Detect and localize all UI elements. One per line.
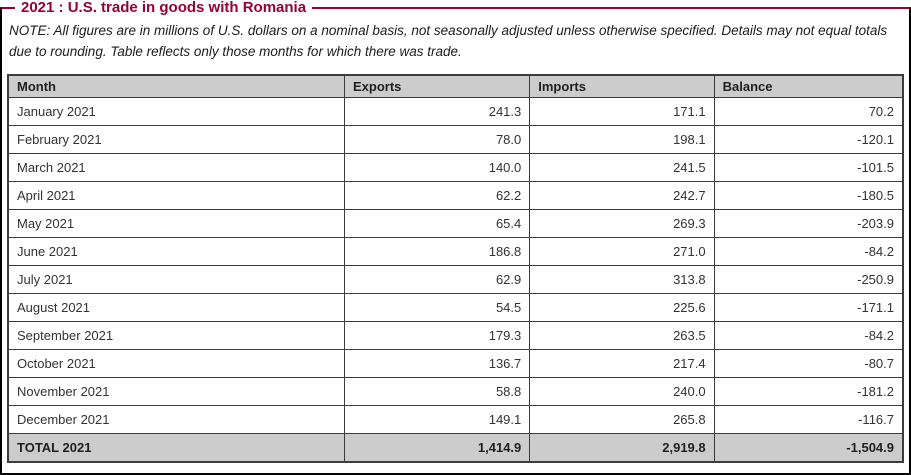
table-row: December 2021 149.1 265.8 -116.7 <box>7 405 904 435</box>
cell-exports-total: 1,414.9 <box>344 433 531 463</box>
cell-imports: 225.6 <box>529 293 715 323</box>
table-row: January 2021 241.3 171.1 70.2 <box>7 97 904 127</box>
cell-imports: 265.8 <box>529 405 715 435</box>
table-header: Month Exports Imports Balance <box>7 74 904 99</box>
header-row: Month Exports Imports Balance <box>7 74 904 99</box>
table-body: January 2021 241.3 171.1 70.2 February 2… <box>7 97 904 463</box>
cell-exports: 78.0 <box>344 125 531 155</box>
table-row: August 2021 54.5 225.6 -171.1 <box>7 293 904 323</box>
column-header-balance: Balance <box>713 74 904 99</box>
cell-month: September 2021 <box>7 321 346 351</box>
cell-balance: -84.2 <box>713 237 904 267</box>
cell-month: July 2021 <box>7 265 346 295</box>
cell-exports: 136.7 <box>344 349 531 379</box>
cell-exports: 62.9 <box>344 265 531 295</box>
cell-month: November 2021 <box>7 377 346 407</box>
column-header-imports: Imports <box>529 74 715 99</box>
page-title: 2021 : U.S. trade in goods with Romania <box>21 0 307 16</box>
table-row: May 2021 65.4 269.3 -203.9 <box>7 209 904 239</box>
note-text: NOTE: All figures are in millions of U.S… <box>9 23 888 59</box>
cell-balance: -101.5 <box>713 153 904 183</box>
cell-imports: 263.5 <box>529 321 715 351</box>
cell-imports: 171.1 <box>529 97 715 127</box>
cell-exports: 179.3 <box>344 321 531 351</box>
cell-month: October 2021 <box>7 349 346 379</box>
cell-balance: 70.2 <box>713 97 904 127</box>
table-row: June 2021 186.8 271.0 -84.2 <box>7 237 904 267</box>
cell-balance: -180.5 <box>713 181 904 211</box>
table-row: February 2021 78.0 198.1 -120.1 <box>7 125 904 155</box>
cell-exports: 241.3 <box>344 97 531 127</box>
column-header-month: Month <box>7 74 346 99</box>
cell-month: April 2021 <box>7 181 346 211</box>
cell-imports: 240.0 <box>529 377 715 407</box>
column-header-exports: Exports <box>344 74 531 99</box>
cell-imports: 242.7 <box>529 181 715 211</box>
trade-table: Month Exports Imports Balance January 20… <box>7 73 904 463</box>
cell-exports: 54.5 <box>344 293 531 323</box>
cell-month: January 2021 <box>7 97 346 127</box>
table-row-total: TOTAL 2021 1,414.9 2,919.8 -1,504.9 <box>7 433 904 463</box>
cell-balance: -203.9 <box>713 209 904 239</box>
cell-imports: 198.1 <box>529 125 715 155</box>
cell-imports: 271.0 <box>529 237 715 267</box>
cell-month: December 2021 <box>7 405 346 435</box>
cell-exports: 58.8 <box>344 377 531 407</box>
cell-balance: -80.7 <box>713 349 904 379</box>
table-row: November 2021 58.8 240.0 -181.2 <box>7 377 904 407</box>
table-row: September 2021 179.3 263.5 -84.2 <box>7 321 904 351</box>
cell-month: June 2021 <box>7 237 346 267</box>
table-row: April 2021 62.2 242.7 -180.5 <box>7 181 904 211</box>
cell-balance: -250.9 <box>713 265 904 295</box>
cell-balance: -120.1 <box>713 125 904 155</box>
table-row: October 2021 136.7 217.4 -80.7 <box>7 349 904 379</box>
cell-exports: 65.4 <box>344 209 531 239</box>
cell-imports-total: 2,919.8 <box>529 433 715 463</box>
cell-imports: 241.5 <box>529 153 715 183</box>
cell-balance: -84.2 <box>713 321 904 351</box>
cell-exports: 149.1 <box>344 405 531 435</box>
cell-month-total: TOTAL 2021 <box>7 433 346 463</box>
cell-month: May 2021 <box>7 209 346 239</box>
cell-balance-total: -1,504.9 <box>713 433 904 463</box>
cell-exports: 186.8 <box>344 237 531 267</box>
cell-month: August 2021 <box>7 293 346 323</box>
cell-balance: -181.2 <box>713 377 904 407</box>
cell-exports: 62.2 <box>344 181 531 211</box>
cell-month: February 2021 <box>7 125 346 155</box>
cell-month: March 2021 <box>7 153 346 183</box>
cell-balance: -171.1 <box>713 293 904 323</box>
cell-imports: 217.4 <box>529 349 715 379</box>
table-row: July 2021 62.9 313.8 -250.9 <box>7 265 904 295</box>
cell-imports: 269.3 <box>529 209 715 239</box>
cell-balance: -116.7 <box>713 405 904 435</box>
cell-exports: 140.0 <box>344 153 531 183</box>
table-row: March 2021 140.0 241.5 -101.5 <box>7 153 904 183</box>
cell-imports: 313.8 <box>529 265 715 295</box>
